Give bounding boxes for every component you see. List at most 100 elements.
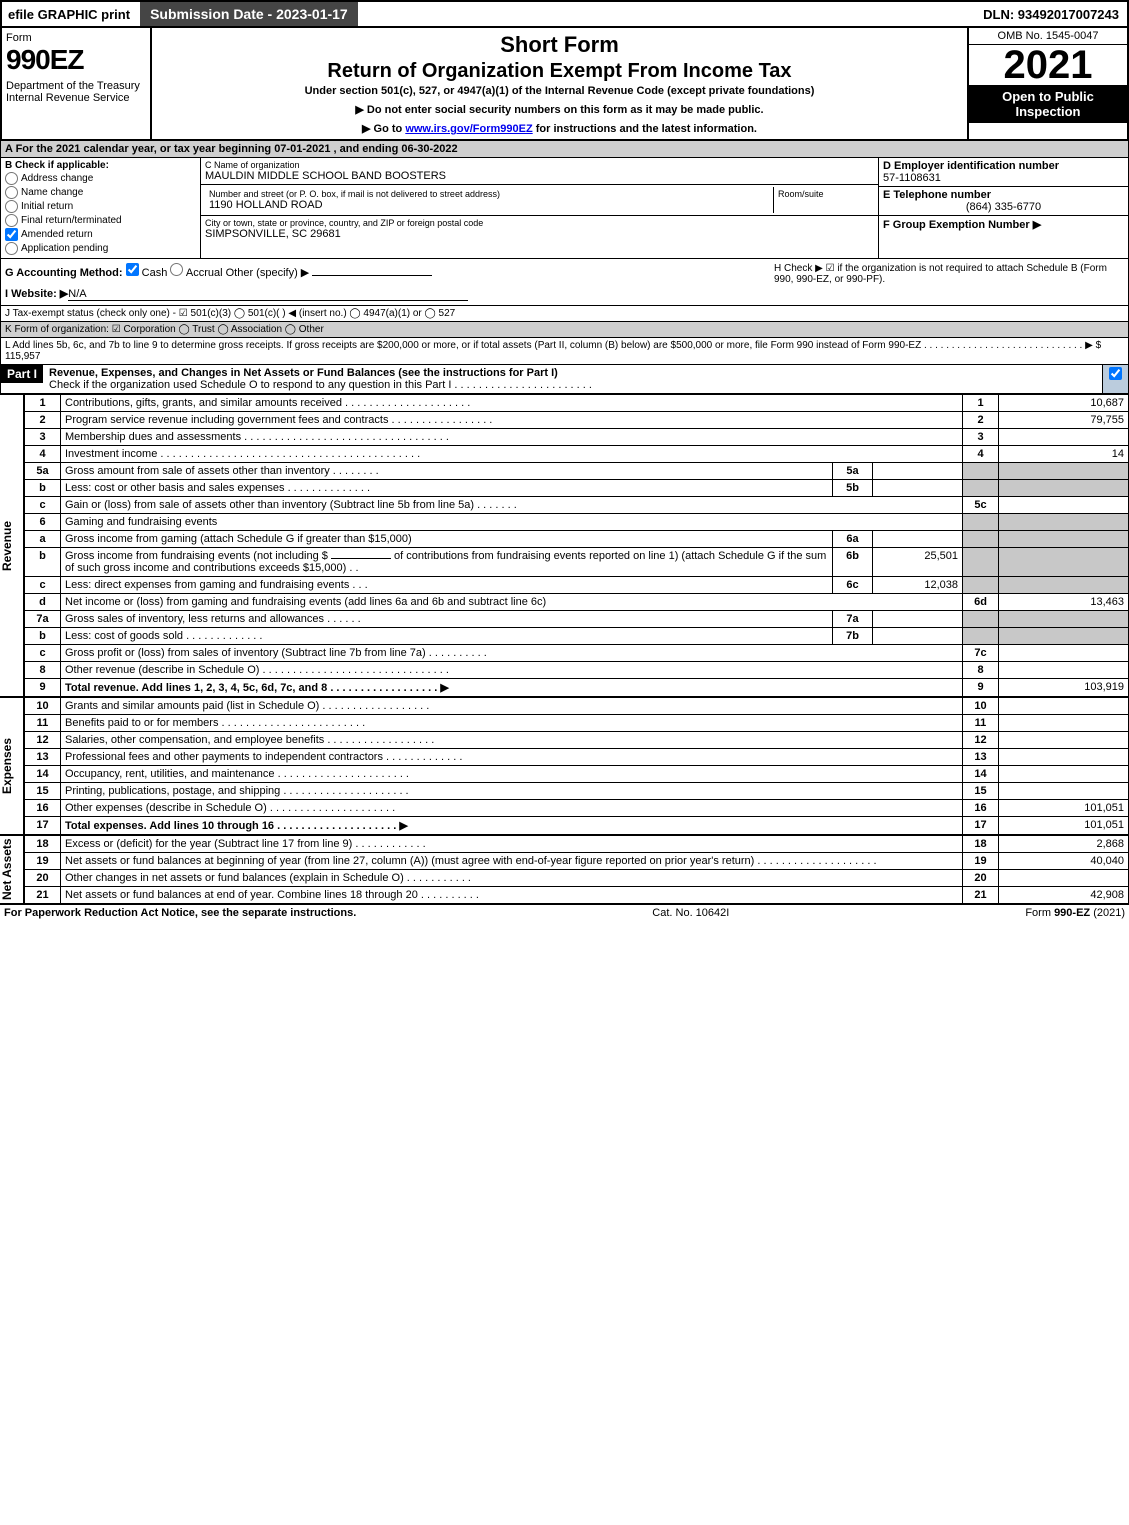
website-label: I Website: ▶ bbox=[5, 288, 68, 300]
radio-initial-return[interactable] bbox=[5, 200, 18, 213]
checkbox-amended-return[interactable] bbox=[5, 228, 18, 241]
cell-tel: E Telephone number (864) 335-6770 bbox=[879, 187, 1128, 216]
l4-desc: Investment income . . . . . . . . . . . … bbox=[61, 446, 963, 463]
l1-rn: 1 bbox=[963, 395, 999, 412]
line-6: 6Gaming and fundraising events bbox=[25, 514, 1129, 531]
opt-final-return: Final return/terminated bbox=[21, 215, 122, 226]
line-5a: 5aGross amount from sale of assets other… bbox=[25, 463, 1129, 480]
l7a-num: 7a bbox=[25, 611, 61, 628]
line-15: 15Printing, publications, postage, and s… bbox=[25, 783, 1129, 800]
l5c-val bbox=[999, 497, 1129, 514]
l17-rn: 17 bbox=[963, 817, 999, 835]
l5c-desc: Gain or (loss) from sale of assets other… bbox=[61, 497, 963, 514]
chk-name-change[interactable]: Name change bbox=[5, 186, 196, 199]
l21-num: 21 bbox=[25, 887, 61, 904]
l16-desc: Other expenses (describe in Schedule O) … bbox=[61, 800, 963, 817]
cell-org-name: C Name of organization MAULDIN MIDDLE SC… bbox=[201, 158, 878, 185]
header-left: Form 990EZ Department of the Treasury In… bbox=[2, 28, 152, 139]
revenue-section: Revenue 1Contributions, gifts, grants, a… bbox=[0, 394, 1129, 697]
col-d-ids: D Employer identification number 57-1108… bbox=[878, 158, 1128, 258]
street: 1190 HOLLAND ROAD bbox=[209, 199, 769, 211]
radio-name-change[interactable] bbox=[5, 186, 18, 199]
expenses-section: Expenses 10Grants and similar amounts pa… bbox=[0, 697, 1129, 835]
l6a-rn bbox=[963, 531, 999, 548]
l6a-subval bbox=[873, 531, 963, 548]
line-2: 2Program service revenue including gover… bbox=[25, 412, 1129, 429]
l7c-val bbox=[999, 645, 1129, 662]
l18-num: 18 bbox=[25, 836, 61, 853]
l7c-desc: Gross profit or (loss) from sales of inv… bbox=[61, 645, 963, 662]
note-link: ▶ Go to www.irs.gov/Form990EZ for instru… bbox=[160, 122, 959, 135]
line-17: 17Total expenses. Add lines 10 through 1… bbox=[25, 817, 1129, 835]
line-6b: bGross income from fundraising events (n… bbox=[25, 548, 1129, 577]
short-form-title: Short Form bbox=[160, 32, 959, 58]
ein-label: D Employer identification number bbox=[883, 160, 1059, 172]
l5b-subval bbox=[873, 480, 963, 497]
radio-final-return[interactable] bbox=[5, 214, 18, 227]
footer-right-pre: Form bbox=[1025, 907, 1054, 919]
l21-desc: Net assets or fund balances at end of ye… bbox=[61, 887, 963, 904]
ein: 57-1108631 bbox=[883, 172, 1124, 184]
l5b-box: 5b bbox=[833, 480, 873, 497]
chk-application-pending[interactable]: Application pending bbox=[5, 242, 196, 255]
l2-rn: 2 bbox=[963, 412, 999, 429]
line-l-value: 115,957 bbox=[5, 351, 40, 362]
l5b-desc: Less: cost or other basis and sales expe… bbox=[61, 480, 833, 497]
line-21: 21Net assets or fund balances at end of … bbox=[25, 887, 1129, 904]
l7c-num: c bbox=[25, 645, 61, 662]
l10-num: 10 bbox=[25, 698, 61, 715]
l9-rn: 9 bbox=[963, 679, 999, 697]
line-i: I Website: ▶N/A bbox=[5, 287, 764, 301]
chk-accrual[interactable] bbox=[170, 263, 183, 276]
l20-num: 20 bbox=[25, 870, 61, 887]
l3-desc: Membership dues and assessments . . . . … bbox=[61, 429, 963, 446]
l6b-desc: Gross income from fundraising events (no… bbox=[61, 548, 833, 577]
netassets-table: 18Excess or (deficit) for the year (Subt… bbox=[24, 835, 1129, 904]
part1-checkbox[interactable] bbox=[1109, 367, 1122, 380]
l15-val bbox=[999, 783, 1129, 800]
l11-rn: 11 bbox=[963, 715, 999, 732]
cell-street: Number and street (or P. O. box, if mail… bbox=[201, 185, 878, 216]
col-c-org: C Name of organization MAULDIN MIDDLE SC… bbox=[201, 158, 878, 258]
radio-application-pending[interactable] bbox=[5, 242, 18, 255]
l15-num: 15 bbox=[25, 783, 61, 800]
chk-final-return[interactable]: Final return/terminated bbox=[5, 214, 196, 227]
chk-address-change[interactable]: Address change bbox=[5, 172, 196, 185]
l2-desc: Program service revenue including govern… bbox=[61, 412, 963, 429]
line-16: 16Other expenses (describe in Schedule O… bbox=[25, 800, 1129, 817]
l6b-rn bbox=[963, 548, 999, 577]
l4-num: 4 bbox=[25, 446, 61, 463]
line-12: 12Salaries, other compensation, and empl… bbox=[25, 732, 1129, 749]
l5a-desc: Gross amount from sale of assets other t… bbox=[61, 463, 833, 480]
dln: DLN: 93492017007243 bbox=[975, 5, 1127, 24]
topbar-left: efile GRAPHIC print Submission Date - 20… bbox=[2, 2, 358, 26]
room-label: Room/suite bbox=[778, 189, 870, 199]
l6a-num: a bbox=[25, 531, 61, 548]
l6c-num: c bbox=[25, 577, 61, 594]
chk-amended-return[interactable]: Amended return bbox=[5, 228, 196, 241]
l14-desc: Occupancy, rent, utilities, and maintena… bbox=[61, 766, 963, 783]
l18-rn: 18 bbox=[963, 836, 999, 853]
l5a-subval bbox=[873, 463, 963, 480]
radio-address-change[interactable] bbox=[5, 172, 18, 185]
footer-right-post: (2021) bbox=[1090, 907, 1125, 919]
l5a-rn bbox=[963, 463, 999, 480]
revenue-sidelabel: Revenue bbox=[0, 394, 24, 697]
l6c-rn bbox=[963, 577, 999, 594]
line-9: 9Total revenue. Add lines 1, 2, 3, 4, 5c… bbox=[25, 679, 1129, 697]
header-center: Short Form Return of Organization Exempt… bbox=[152, 28, 967, 139]
chk-initial-return[interactable]: Initial return bbox=[5, 200, 196, 213]
l6b-d1: Gross income from fundraising events (no… bbox=[65, 550, 328, 562]
efile-label[interactable]: efile GRAPHIC print bbox=[2, 5, 136, 24]
l5a-box: 5a bbox=[833, 463, 873, 480]
l6c-subval: 12,038 bbox=[873, 577, 963, 594]
line-j: J Tax-exempt status (check only one) - ☑… bbox=[0, 306, 1129, 322]
chk-cash[interactable] bbox=[126, 263, 139, 276]
l15-desc: Printing, publications, postage, and shi… bbox=[61, 783, 963, 800]
line-4: 4Investment income . . . . . . . . . . .… bbox=[25, 446, 1129, 463]
irs-link[interactable]: www.irs.gov/Form990EZ bbox=[405, 123, 532, 135]
info-block: B Check if applicable: Address change Na… bbox=[0, 158, 1129, 259]
line-7c: cGross profit or (loss) from sales of in… bbox=[25, 645, 1129, 662]
l7c-rn: 7c bbox=[963, 645, 999, 662]
l19-num: 19 bbox=[25, 853, 61, 870]
